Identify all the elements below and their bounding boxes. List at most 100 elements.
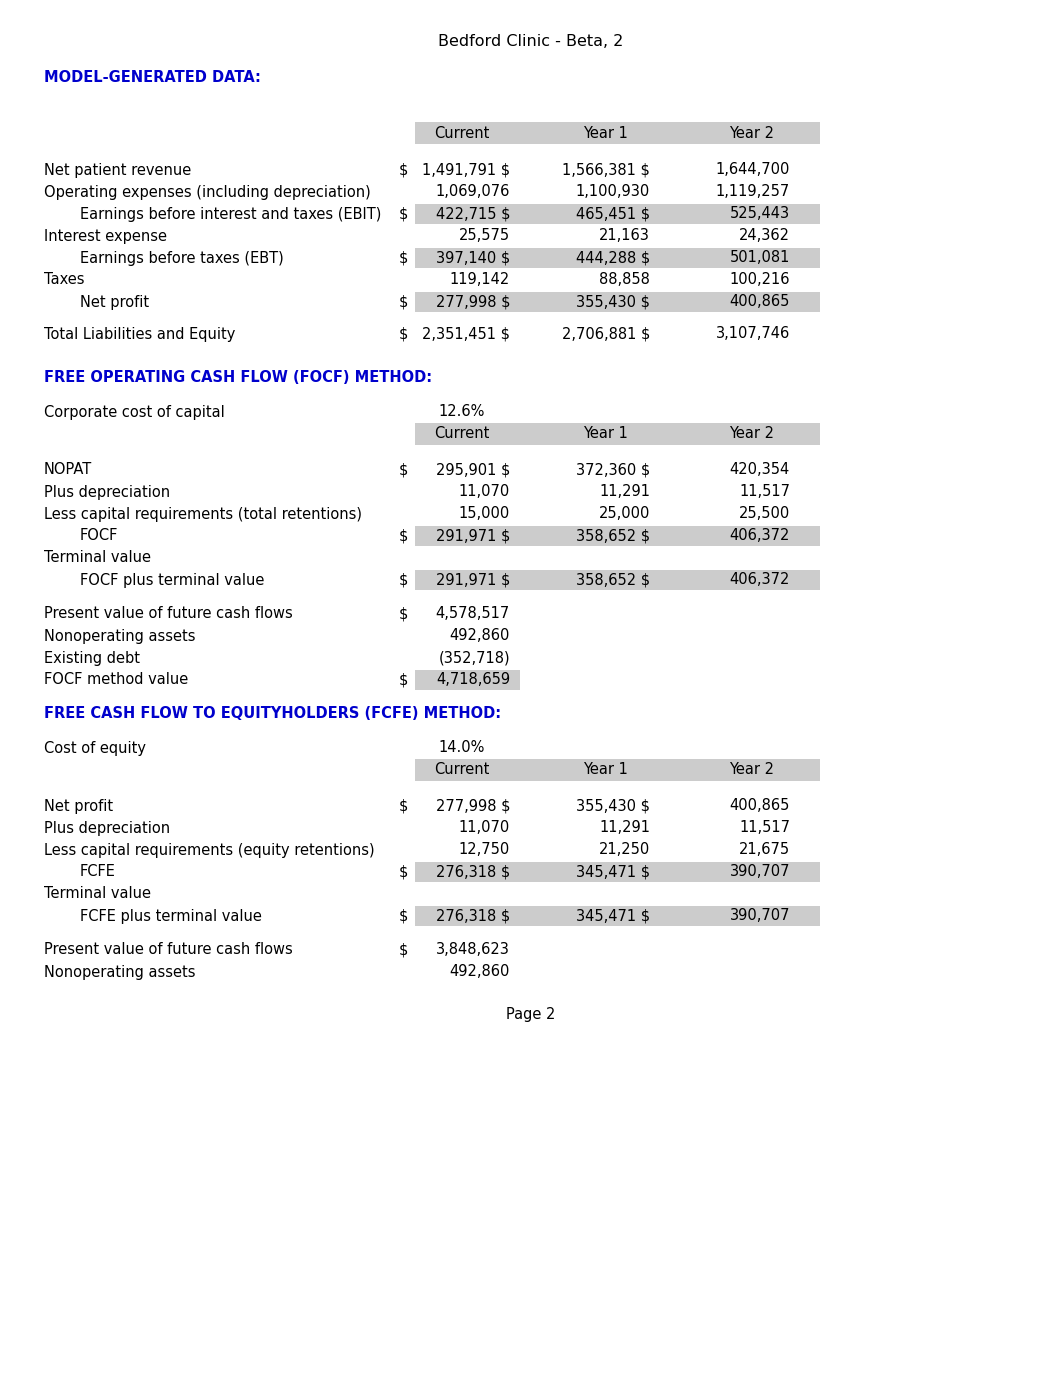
Bar xyxy=(415,905,820,926)
Text: Year 1: Year 1 xyxy=(583,427,628,442)
Text: Earnings before taxes (EBT): Earnings before taxes (EBT) xyxy=(80,250,284,266)
Text: 291,971 $: 291,971 $ xyxy=(435,528,510,544)
Text: 291,971 $: 291,971 $ xyxy=(435,572,510,588)
Text: $: $ xyxy=(398,607,408,622)
Bar xyxy=(415,248,820,268)
Text: Plus depreciation: Plus depreciation xyxy=(44,820,170,835)
Text: 397,140 $: 397,140 $ xyxy=(435,250,510,266)
Text: 355,430 $: 355,430 $ xyxy=(576,294,650,310)
Text: 25,000: 25,000 xyxy=(599,506,650,522)
Text: 11,517: 11,517 xyxy=(739,484,790,499)
Text: 2,351,451 $: 2,351,451 $ xyxy=(422,326,510,341)
Text: 492,860: 492,860 xyxy=(449,965,510,980)
Text: MODEL-GENERATED DATA:: MODEL-GENERATED DATA: xyxy=(44,70,261,85)
Text: 3,107,746: 3,107,746 xyxy=(716,326,790,341)
Text: Interest expense: Interest expense xyxy=(44,228,167,244)
Text: $: $ xyxy=(398,572,408,588)
Bar xyxy=(415,422,820,444)
Text: Existing debt: Existing debt xyxy=(44,651,140,666)
Text: Net profit: Net profit xyxy=(44,798,114,813)
Text: 4,578,517: 4,578,517 xyxy=(435,607,510,622)
Text: Year 2: Year 2 xyxy=(730,427,774,442)
Text: 100,216: 100,216 xyxy=(730,272,790,288)
Text: NOPAT: NOPAT xyxy=(44,462,92,477)
Text: Less capital requirements (equity retentions): Less capital requirements (equity retent… xyxy=(44,842,375,857)
Text: Present value of future cash flows: Present value of future cash flows xyxy=(44,607,293,622)
Text: 406,372: 406,372 xyxy=(730,528,790,544)
Text: $: $ xyxy=(398,943,408,958)
Text: 525,443: 525,443 xyxy=(730,206,790,222)
Text: 400,865: 400,865 xyxy=(730,798,790,813)
Bar xyxy=(415,861,820,882)
Text: $: $ xyxy=(398,528,408,544)
Text: Nonoperating assets: Nonoperating assets xyxy=(44,629,195,644)
Text: Year 2: Year 2 xyxy=(730,125,774,140)
Text: 277,998 $: 277,998 $ xyxy=(435,798,510,813)
Text: 420,354: 420,354 xyxy=(730,462,790,477)
Text: 501,081: 501,081 xyxy=(730,250,790,266)
Bar xyxy=(415,526,820,546)
Text: 492,860: 492,860 xyxy=(449,629,510,644)
Text: $: $ xyxy=(398,326,408,341)
Text: 11,070: 11,070 xyxy=(459,484,510,499)
Text: (352,718): (352,718) xyxy=(439,651,510,666)
Text: 24,362: 24,362 xyxy=(739,228,790,244)
Text: 11,291: 11,291 xyxy=(599,484,650,499)
Text: 14.0%: 14.0% xyxy=(439,740,485,755)
Text: 358,652 $: 358,652 $ xyxy=(576,528,650,544)
Text: Taxes: Taxes xyxy=(44,272,85,288)
Bar xyxy=(415,122,820,144)
Text: Current: Current xyxy=(434,427,490,442)
Text: FOCF method value: FOCF method value xyxy=(44,673,188,688)
Bar xyxy=(415,204,820,224)
Text: FCFE: FCFE xyxy=(80,864,116,879)
Text: 345,471 $: 345,471 $ xyxy=(576,908,650,923)
Text: Total Liabilities and Equity: Total Liabilities and Equity xyxy=(44,326,236,341)
Text: 3,848,623: 3,848,623 xyxy=(436,943,510,958)
Text: 1,069,076: 1,069,076 xyxy=(435,184,510,200)
Text: $: $ xyxy=(398,294,408,310)
Text: $: $ xyxy=(398,864,408,879)
Text: 11,517: 11,517 xyxy=(739,820,790,835)
Text: Nonoperating assets: Nonoperating assets xyxy=(44,965,195,980)
Text: 4,718,659: 4,718,659 xyxy=(435,673,510,688)
Text: 277,998 $: 277,998 $ xyxy=(435,294,510,310)
Text: $: $ xyxy=(398,250,408,266)
Text: Corporate cost of capital: Corporate cost of capital xyxy=(44,405,225,420)
Text: Current: Current xyxy=(434,125,490,140)
Text: Present value of future cash flows: Present value of future cash flows xyxy=(44,943,293,958)
Text: Year 1: Year 1 xyxy=(583,762,628,777)
Text: $: $ xyxy=(398,462,408,477)
Text: $: $ xyxy=(398,798,408,813)
Text: Cost of equity: Cost of equity xyxy=(44,740,145,755)
Text: 21,675: 21,675 xyxy=(739,842,790,857)
Text: 12,750: 12,750 xyxy=(459,842,510,857)
Text: 2,706,881 $: 2,706,881 $ xyxy=(562,326,650,341)
Text: FCFE plus terminal value: FCFE plus terminal value xyxy=(80,908,262,923)
Text: $: $ xyxy=(398,673,408,688)
Bar xyxy=(415,670,520,689)
Text: 390,707: 390,707 xyxy=(730,864,790,879)
Text: 12.6%: 12.6% xyxy=(439,405,485,420)
Text: $: $ xyxy=(398,206,408,222)
Bar xyxy=(415,570,820,590)
Text: 11,291: 11,291 xyxy=(599,820,650,835)
Text: FOCF: FOCF xyxy=(80,528,118,544)
Text: Current: Current xyxy=(434,762,490,777)
Text: 295,901 $: 295,901 $ xyxy=(435,462,510,477)
Text: Year 1: Year 1 xyxy=(583,125,628,140)
Text: 88,858: 88,858 xyxy=(599,272,650,288)
Text: Net profit: Net profit xyxy=(80,294,149,310)
Text: 406,372: 406,372 xyxy=(730,572,790,588)
Text: FOCF plus terminal value: FOCF plus terminal value xyxy=(80,572,264,588)
Text: 1,100,930: 1,100,930 xyxy=(576,184,650,200)
Text: 21,163: 21,163 xyxy=(599,228,650,244)
Text: Terminal value: Terminal value xyxy=(44,886,151,901)
Text: Terminal value: Terminal value xyxy=(44,550,151,566)
Text: 276,318 $: 276,318 $ xyxy=(435,908,510,923)
Text: $: $ xyxy=(398,162,408,178)
Text: Plus depreciation: Plus depreciation xyxy=(44,484,170,499)
Text: 119,142: 119,142 xyxy=(449,272,510,288)
Text: Less capital requirements (total retentions): Less capital requirements (total retenti… xyxy=(44,506,362,522)
Text: 11,070: 11,070 xyxy=(459,820,510,835)
